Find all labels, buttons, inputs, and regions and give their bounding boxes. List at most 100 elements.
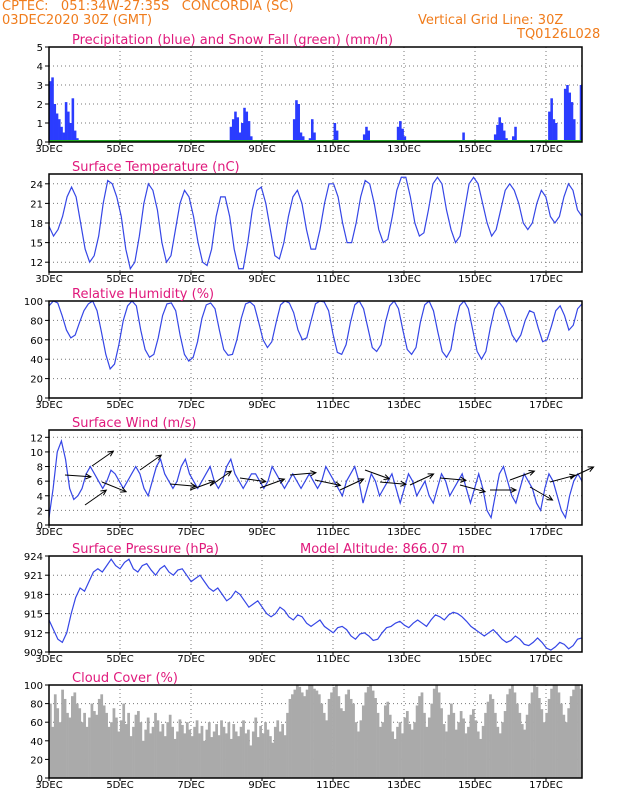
- cloud-bar: [146, 717, 150, 778]
- cloud-bar: [66, 712, 69, 778]
- x-tick-label: 5DEC: [106, 780, 133, 791]
- cloud-bar: [102, 705, 106, 778]
- cloud-bar: [474, 720, 478, 778]
- cloud-bar: [445, 731, 448, 778]
- panel-3: 0 20 40 60 80 100 3DEC 5DEC 7DEC 9DEC 11DEC 13DEC 15…: [24, 287, 583, 411]
- x-tick-label: 15DEC: [458, 144, 492, 155]
- cloud-bar: [432, 688, 436, 778]
- precip-bar: [60, 126, 63, 142]
- precip-bar: [53, 104, 57, 142]
- wind-arrow: [84, 489, 107, 506]
- cloud-bar: [322, 712, 326, 778]
- precip-bar: [550, 98, 553, 142]
- cloud-bar: [83, 712, 86, 778]
- cloud-bar: [388, 714, 392, 778]
- precip-bar: [552, 119, 556, 142]
- cloud-bar: [217, 735, 221, 778]
- y-tick-label: 8: [37, 463, 43, 474]
- cloud-bar: [229, 738, 233, 778]
- cloud-bar: [154, 712, 157, 778]
- cloud-bar: [354, 722, 358, 778]
- y-tick-label: 60: [30, 336, 43, 347]
- cloud-bar: [518, 712, 522, 778]
- cloud-bar: [278, 731, 282, 778]
- cloud-bar: [256, 737, 260, 778]
- cloud-bar: [107, 726, 111, 778]
- y-tick-label: 4: [37, 492, 43, 503]
- cloud-bar: [144, 729, 148, 778]
- cloud-bar: [168, 714, 172, 778]
- y-tick-label: 912: [24, 629, 43, 640]
- precip-bar: [367, 130, 370, 142]
- cloud-bar: [425, 726, 429, 778]
- cloud-bar: [457, 722, 461, 778]
- y-tick-label: 915: [24, 610, 43, 621]
- cloud-bar: [574, 685, 578, 778]
- cloud-bar: [151, 726, 155, 778]
- panel-5: 909 912 915 918 921 924 3DEC 5DEC 7DEC 9DEC 11DEC 1…: [24, 542, 583, 665]
- wind-arrow-head: [259, 477, 267, 484]
- precip-bar: [572, 119, 576, 142]
- wind-arrow: [91, 450, 114, 467]
- cloud-bar: [344, 694, 348, 778]
- x-tick-label: 11DEC: [316, 527, 350, 538]
- cloud-bar: [117, 731, 121, 778]
- cloud-bar: [511, 685, 514, 778]
- cloud-bar: [440, 708, 443, 778]
- cloud-bar: [491, 698, 495, 778]
- precip-bar: [62, 132, 66, 142]
- cloud-bar: [308, 685, 311, 778]
- cloud-bar: [317, 694, 321, 778]
- run-code: TQ0126L028: [517, 27, 601, 42]
- x-tick-label: 9DEC: [248, 780, 275, 791]
- x-tick-label: 13DEC: [387, 400, 421, 411]
- wind-arrow-head: [546, 494, 554, 501]
- cloud-bar: [325, 720, 329, 778]
- wind-arrow: [314, 479, 341, 486]
- y-tick-label: 21: [30, 199, 43, 210]
- panel-title: Surface Pressure (hPa): [72, 542, 219, 557]
- cloud-bar: [520, 724, 524, 778]
- x-tick-label: 3DEC: [35, 654, 62, 665]
- x-tick-label: 13DEC: [387, 274, 421, 285]
- precip-bar: [231, 119, 235, 142]
- cloud-bar: [332, 686, 336, 778]
- precip-bar: [493, 134, 497, 142]
- y-tick-label: 924: [24, 552, 43, 563]
- cloud-bar: [291, 694, 294, 778]
- cloud-bar: [80, 722, 84, 778]
- cloud-bar: [61, 689, 64, 778]
- wind-arrow: [139, 454, 162, 471]
- cloud-bar: [310, 685, 314, 778]
- cloud-bar: [247, 729, 250, 778]
- cloud-bar: [273, 726, 277, 778]
- cloud-bar: [537, 698, 541, 778]
- y-tick-label: 60: [30, 718, 43, 729]
- cloud-bar: [283, 735, 287, 778]
- x-tick-label: 15DEC: [458, 780, 492, 791]
- cloud-bar: [577, 685, 580, 778]
- precip-bar: [502, 130, 506, 142]
- cloud-bar: [535, 686, 539, 778]
- precip-bar: [313, 132, 316, 142]
- wind-arrow: [364, 469, 390, 480]
- x-tick-label: 17DEC: [529, 654, 563, 665]
- cloud-bar: [220, 720, 223, 778]
- cloud-bar: [115, 717, 118, 778]
- panel-title: Surface Temperature (nC): [72, 160, 240, 175]
- y-tick-label: 1: [37, 119, 43, 130]
- wind-arrow: [379, 481, 406, 485]
- cloud-bar: [452, 712, 456, 778]
- precip-bar: [333, 123, 337, 142]
- cloud-bar: [288, 698, 292, 778]
- cloud-bar: [244, 733, 248, 778]
- cloud-bar: [178, 719, 182, 778]
- precip-bar: [399, 121, 402, 142]
- cloud-bar: [545, 712, 549, 778]
- y-tick-label: 15: [30, 239, 43, 250]
- cloud-bar: [105, 712, 108, 778]
- cloud-bar: [193, 726, 196, 778]
- cloud-bar: [489, 694, 492, 778]
- panel-subtitle: Model Altitude: 866.07 m: [300, 542, 465, 557]
